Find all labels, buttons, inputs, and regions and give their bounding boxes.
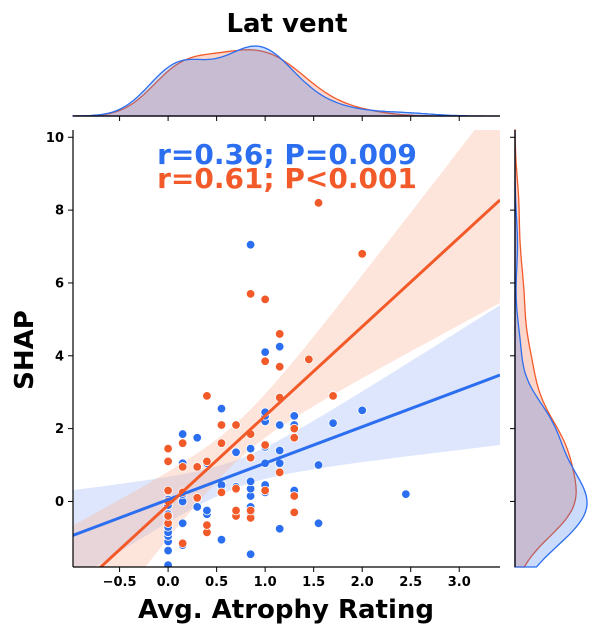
x-tick-label: 2.5 <box>399 575 422 590</box>
data-point <box>260 485 270 496</box>
x-tick-label: 1.0 <box>254 575 277 590</box>
right-marginal-density <box>514 129 588 568</box>
data-point <box>192 502 202 512</box>
data-point <box>245 549 256 559</box>
data-point <box>245 443 256 454</box>
x-tick-label: 3.0 <box>448 575 471 590</box>
data-point <box>163 560 173 567</box>
data-point <box>163 456 173 467</box>
data-point <box>328 391 338 401</box>
data-point <box>245 240 256 250</box>
y-tick-label: 4 <box>55 349 64 364</box>
data-point <box>163 443 173 454</box>
data-point <box>177 429 188 439</box>
x-axis-label: Avg. Atrophy Rating <box>138 595 434 625</box>
data-point <box>275 341 285 352</box>
data-point <box>313 518 324 529</box>
data-point <box>260 356 270 366</box>
regression-line-0 <box>73 373 500 537</box>
data-point <box>275 362 285 372</box>
y-tick-label: 8 <box>55 204 64 219</box>
right-density-1 <box>514 129 577 568</box>
x-axis-ticks: −0.5 0.0 0.5 1.0 1.5 2.0 2.5 3.0 <box>103 116 471 590</box>
y-tick-label: 0 <box>55 495 64 510</box>
data-point <box>192 493 202 503</box>
data-point <box>177 538 188 549</box>
data-point <box>202 391 212 401</box>
data-point <box>289 491 299 501</box>
data-point <box>260 347 270 357</box>
top-marginal-density <box>72 45 500 117</box>
data-point <box>231 420 241 430</box>
data-point <box>202 456 212 467</box>
data-point <box>163 485 173 496</box>
x-tick-label: 0.0 <box>157 575 180 590</box>
data-point <box>289 411 299 421</box>
data-point <box>192 462 202 472</box>
data-point <box>289 423 299 434</box>
regression-lines <box>73 198 500 567</box>
data-point <box>275 467 285 478</box>
y-tick-label: 6 <box>55 276 64 291</box>
data-point <box>328 418 338 428</box>
data-point <box>177 438 188 448</box>
chart-title: Lat vent <box>226 9 347 39</box>
data-point <box>289 507 299 518</box>
data-point <box>289 433 299 443</box>
data-point <box>245 289 256 299</box>
data-point <box>231 484 241 494</box>
data-point <box>245 505 256 516</box>
y-axis-ticks: 0 2 4 6 8 10 <box>46 131 515 510</box>
x-tick-label: 2.0 <box>351 575 374 590</box>
right-density-0 <box>514 130 588 568</box>
data-point <box>260 440 270 450</box>
data-point <box>357 405 367 416</box>
data-point <box>313 198 324 208</box>
data-point <box>216 403 227 414</box>
y-tick-label: 2 <box>55 422 64 437</box>
data-point <box>163 511 173 521</box>
data-point <box>231 447 241 457</box>
data-point <box>275 524 285 534</box>
data-point <box>192 433 202 443</box>
data-point <box>313 460 324 470</box>
top-density-0 <box>72 45 500 117</box>
data-point <box>202 505 212 516</box>
annotation-orange-stats: r=0.61; P<0.001 <box>157 162 417 195</box>
data-point <box>275 445 285 456</box>
y-axis-label: SHAP <box>10 310 40 390</box>
data-point <box>275 420 285 430</box>
data-point <box>245 476 256 487</box>
data-point <box>216 420 227 430</box>
annotation-blue-stats: r=0.36; P=0.009 <box>157 138 417 171</box>
data-point <box>357 249 367 259</box>
data-point <box>231 505 241 516</box>
data-point <box>216 487 227 498</box>
data-point <box>260 294 270 305</box>
y-tick-label: 10 <box>46 131 64 146</box>
data-point <box>275 329 285 339</box>
data-point <box>245 453 256 463</box>
data-point <box>177 462 188 472</box>
data-point <box>216 534 227 545</box>
data-point <box>177 518 188 529</box>
data-point <box>401 489 411 499</box>
confidence-band-1 <box>73 130 500 567</box>
x-tick-label: 0.5 <box>205 575 228 590</box>
data-point <box>163 545 173 556</box>
regression-line-1 <box>98 198 500 567</box>
x-tick-label: 1.5 <box>302 575 325 590</box>
x-tick-label: −0.5 <box>103 575 137 590</box>
data-point <box>216 438 227 448</box>
data-point <box>202 520 212 530</box>
data-point <box>304 354 314 365</box>
